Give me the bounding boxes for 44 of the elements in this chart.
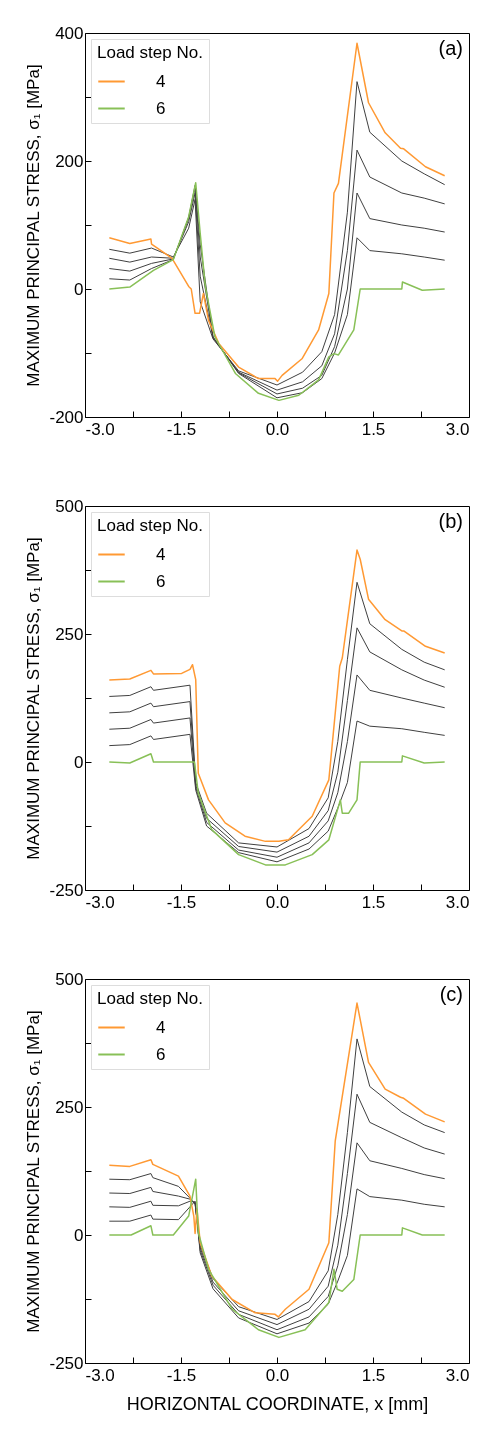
x-tick-label: 0.0: [265, 892, 290, 912]
x-tick-label: -3.0: [85, 1365, 115, 1385]
x-tick-label: -1.5: [166, 419, 197, 439]
annotation: (b): [438, 510, 463, 532]
y-tick-label: 0: [74, 1225, 84, 1245]
y-tick-label: 400: [55, 23, 84, 43]
y-tick-label: 0: [74, 279, 84, 299]
legend-title: Load step No.: [97, 516, 203, 535]
y-axis-title: MAXIMUM PRINCIPAL STRESS, σ₁ [MPa]: [24, 537, 44, 860]
x-axis-title: HORIZONTAL COORDINATE, x [mm]: [126, 1393, 429, 1414]
legend-label: 6: [156, 1044, 166, 1064]
legend-label: 6: [156, 98, 166, 118]
x-tick-label: 0.0: [265, 419, 290, 439]
y-tick-label: -250: [49, 1353, 84, 1373]
x-tick-label: -1.5: [166, 892, 197, 912]
x-tick-label: 1.5: [361, 892, 386, 912]
legend-label: 4: [156, 71, 166, 91]
y-tick-label: -250: [49, 880, 84, 900]
line-series: [108, 753, 446, 866]
y-tick-label: 250: [55, 624, 84, 644]
legend-label: 4: [156, 1017, 166, 1037]
y-axis-title: MAXIMUM PRINCIPAL STRESS, σ₁ [MPa]: [24, 64, 44, 387]
x-tick-label: 3.0: [445, 1365, 470, 1385]
x-tick-label: 3.0: [445, 892, 470, 912]
x-tick-label: 1.5: [361, 419, 386, 439]
x-tick-label: -1.5: [166, 1365, 197, 1385]
x-tick-label: 3.0: [445, 419, 470, 439]
y-tick-label: 250: [55, 1097, 84, 1117]
x-tick-label: 0.0: [265, 1365, 290, 1385]
x-tick-label: -3.0: [85, 892, 115, 912]
y-tick-label: 500: [55, 496, 84, 516]
annotation: (c): [439, 983, 463, 1005]
legend-label: 6: [156, 571, 166, 591]
legend-title: Load step No.: [97, 43, 203, 62]
x-tick-label: -3.0: [85, 419, 115, 439]
y-tick-label: 200: [55, 151, 84, 171]
y-tick-label: -200: [49, 407, 84, 427]
annotation: (a): [438, 37, 463, 59]
y-axis-title: MAXIMUM PRINCIPAL STRESS, σ₁ [MPa]: [24, 1010, 44, 1333]
y-tick-label: 0: [74, 752, 84, 772]
x-tick-label: 1.5: [361, 1365, 386, 1385]
y-tick-label: 500: [55, 969, 84, 989]
legend-title: Load step No.: [97, 989, 203, 1008]
legend-label: 4: [156, 544, 166, 564]
